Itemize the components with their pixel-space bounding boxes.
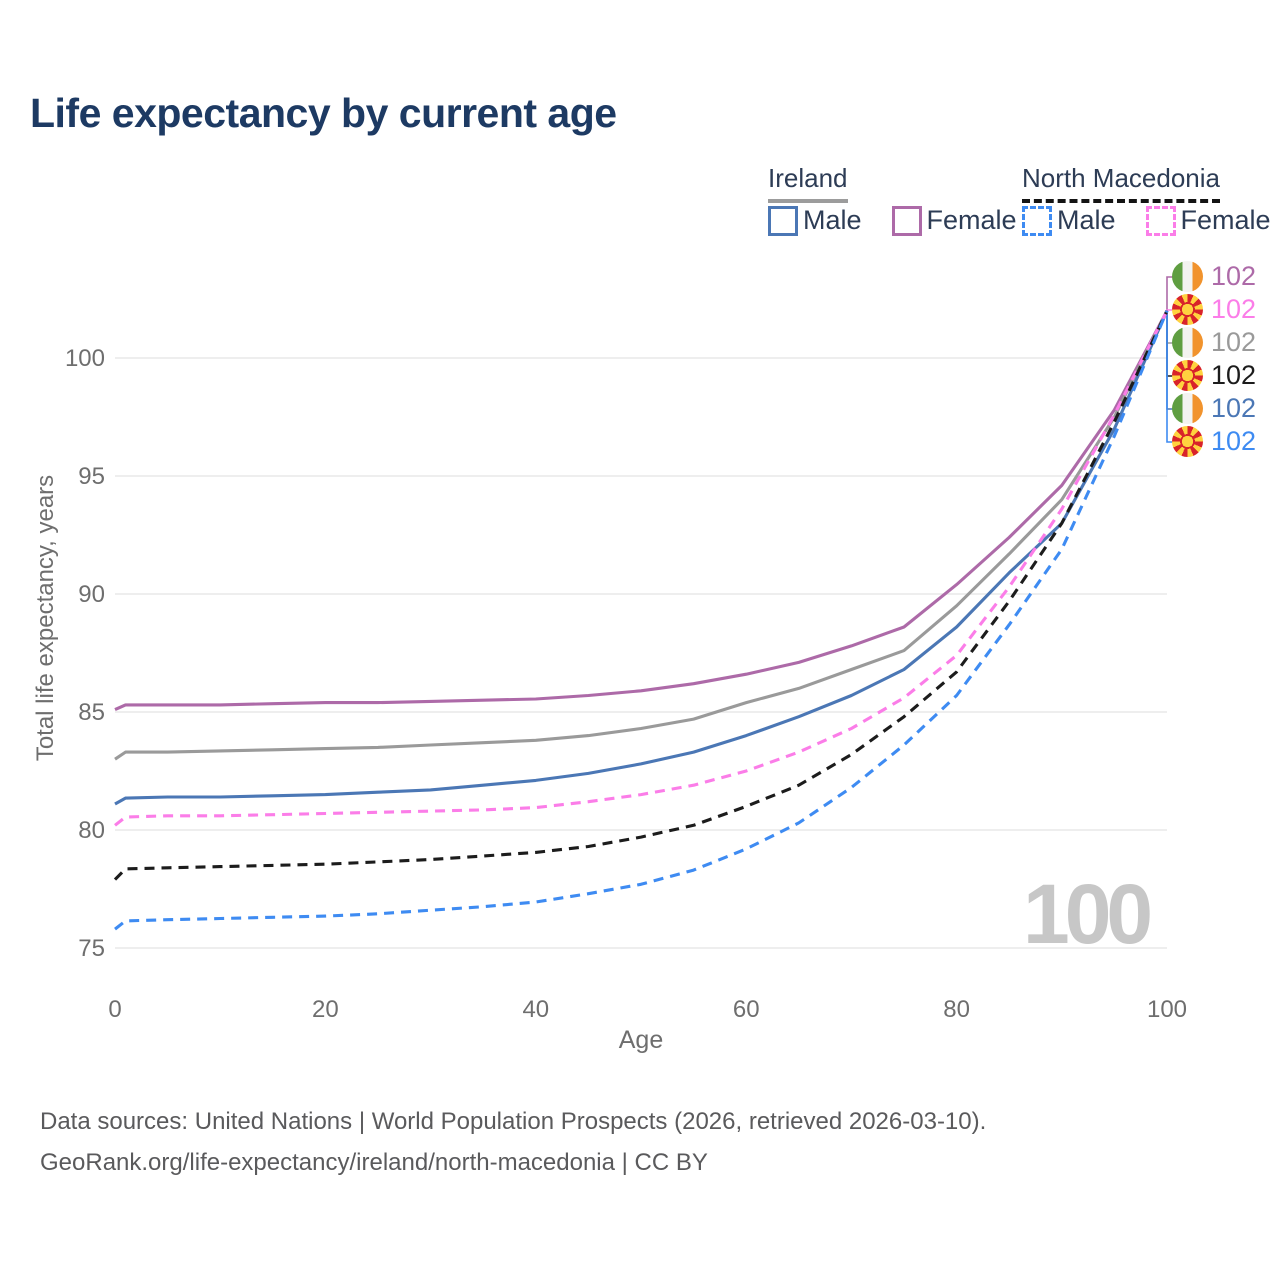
legend-header-north-macedonia[interactable]: North Macedonia [1022,163,1220,203]
end-value-label: 102 [1211,360,1257,390]
end-label-row: 102 [1172,261,1256,292]
north-macedonia-flag-icon [1172,294,1203,325]
series-line-north-macedonia-both-sexes[interactable] [113,310,1169,881]
end-label-row: 102 [1172,327,1256,358]
end-label-row: 102 [1172,393,1256,424]
ireland-male-swatch-icon [768,205,798,236]
legend-item-ireland-male[interactable]: Male [768,205,862,236]
ireland-flag-icon [1172,261,1203,292]
end-label-row: 102 [1172,360,1256,391]
x-tick-label: 20 [312,996,339,1023]
ireland-flag-icon [1172,393,1203,424]
end-value-label: 102 [1211,393,1257,423]
legend-items-north-macedonia: Male Female [1022,205,1271,236]
end-label-row: 102 [1172,294,1256,325]
data-sources-line: Data sources: United Nations | World Pop… [40,1108,987,1135]
legend-item-label: Female [1180,205,1271,235]
x-tick-label: 80 [943,996,970,1023]
x-tick-label: 0 [108,996,121,1023]
end-value-label: 102 [1211,294,1257,324]
y-tick-label: 90 [78,581,105,608]
legend-item-ireland-female[interactable]: Female [891,205,1017,236]
end-value-label: 102 [1211,426,1257,456]
x-tick-label: 60 [733,996,760,1023]
end-label-row: 102 [1172,426,1256,457]
y-tick-label: 75 [78,935,105,962]
legend-items-ireland: Male Female [768,205,1017,236]
legend-header-ireland[interactable]: Ireland [768,163,848,203]
x-tick-label: 40 [522,996,549,1023]
x-axis-title: Age [618,1026,664,1054]
y-tick-label: 95 [78,463,105,490]
y-tick-label: 80 [78,817,105,844]
north-macedonia-flag-icon [1172,360,1203,391]
series-line-ireland-both-sexes[interactable] [114,310,1169,761]
legend-item-label: Male [803,205,862,235]
north-macedonia-flag-icon [1172,426,1203,457]
series-line-north-macedonia-female[interactable] [114,310,1169,827]
series-line-ireland-female[interactable] [114,310,1169,712]
end-value-label: 102 [1211,261,1257,291]
legend-item-label: Female [926,205,1017,235]
legend-item-north-macedonia-male[interactable]: Male [1022,205,1116,236]
y-tick-label: 85 [78,699,105,726]
y-tick-label: 100 [65,345,105,372]
attribution-line: GeoRank.org/life-expectancy/ireland/nort… [40,1149,708,1176]
x-tick-label: 100 [1147,996,1187,1023]
y-axis-title: Total life expectancy, years [32,474,59,762]
north-macedonia-male-swatch-icon [1022,205,1052,236]
ireland-female-swatch-icon [891,205,922,236]
end-value-label: 102 [1211,327,1257,357]
legend-item-north-macedonia-female[interactable]: Female [1145,205,1271,236]
north-macedonia-female-swatch-icon [1145,205,1176,236]
ireland-flag-icon [1172,327,1203,358]
legend-group-north-macedonia: North Macedonia [1022,163,1220,203]
page-title: Life expectancy by current age [30,90,617,136]
series-line-ireland-male[interactable] [114,310,1169,806]
current-age-watermark: 100 [1023,867,1153,961]
legend-item-label: Male [1057,205,1116,235]
legend-group-ireland: Ireland [768,163,848,203]
